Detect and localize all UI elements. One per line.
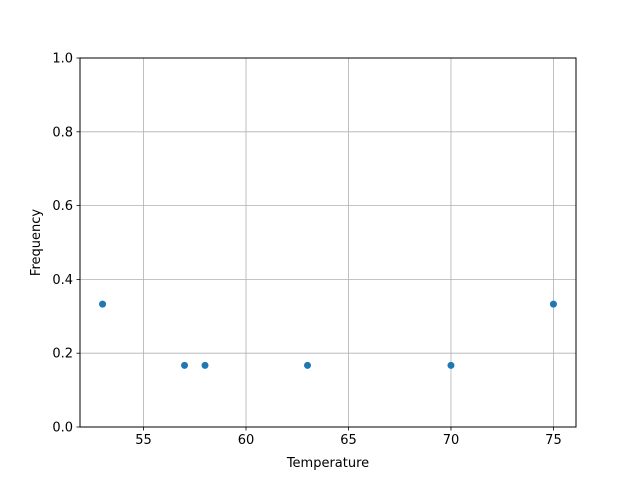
scatter-point [201,361,209,369]
y-axis-ticks: 0.0 0.2 0.4 0.6 0.8 1.0 [52,52,80,436]
y-axis-label: Frequency [29,209,44,276]
y-tick-label: 1.0 [52,52,73,67]
scatter-point [99,300,107,308]
y-tick-label: 0.4 [52,273,73,288]
x-tick-label: 55 [135,433,152,448]
y-tick-label: 0.6 [52,199,73,214]
scatter-point [304,361,312,369]
y-tick-label: 0.2 [52,347,73,362]
x-tick-label: 75 [545,433,562,448]
grid [80,57,576,428]
scatter-point [181,361,189,369]
data-points [99,300,557,369]
x-tick-label: 60 [238,433,255,448]
x-axis-label: Temperature [286,456,369,471]
x-axis-ticks: 55 60 65 70 75 [135,427,562,448]
scatter-point [549,300,557,308]
x-tick-label: 65 [340,433,357,448]
scatter-point [447,361,455,369]
x-tick-label: 70 [443,433,460,448]
y-tick-label: 0.8 [52,125,73,140]
plot-frame [79,57,577,428]
y-tick-label: 0.0 [52,421,73,436]
